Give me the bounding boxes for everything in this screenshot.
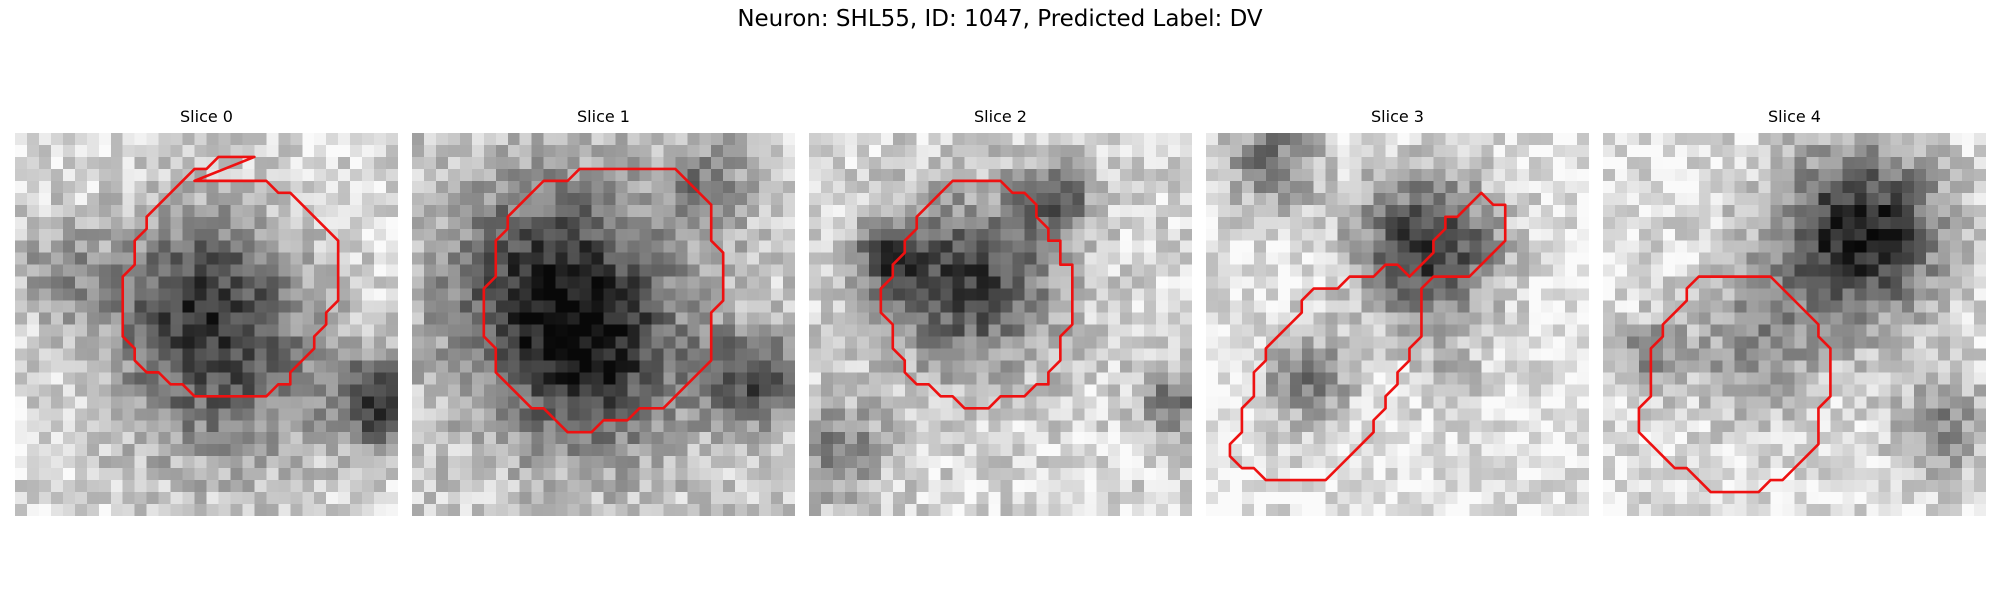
roi-contour — [121, 155, 340, 398]
roi-contour — [482, 167, 725, 434]
roi-contour — [1637, 275, 1832, 494]
slice-title-0: Slice 0 — [180, 107, 233, 126]
slice-title-4: Slice 4 — [1768, 107, 1821, 126]
slice-title-1: Slice 1 — [577, 107, 630, 126]
pixel-grid — [809, 133, 1192, 516]
slice-image-3 — [1206, 133, 1589, 516]
slice-image-0 — [15, 133, 398, 516]
pixel-grid — [412, 133, 795, 516]
slice-title-3: Slice 3 — [1371, 107, 1424, 126]
slice-image-1 — [412, 133, 795, 516]
figure-title: Neuron: SHL55, ID: 1047, Predicted Label… — [737, 6, 1263, 32]
pixel-grid — [1603, 133, 1986, 516]
slice-title-2: Slice 2 — [974, 107, 1027, 126]
roi-contour — [1228, 191, 1507, 482]
slice-image-2 — [809, 133, 1192, 516]
pixel-grid — [15, 133, 398, 516]
slice-image-4 — [1603, 133, 1986, 516]
pixel-grid — [1206, 133, 1589, 516]
roi-contour — [879, 179, 1074, 410]
